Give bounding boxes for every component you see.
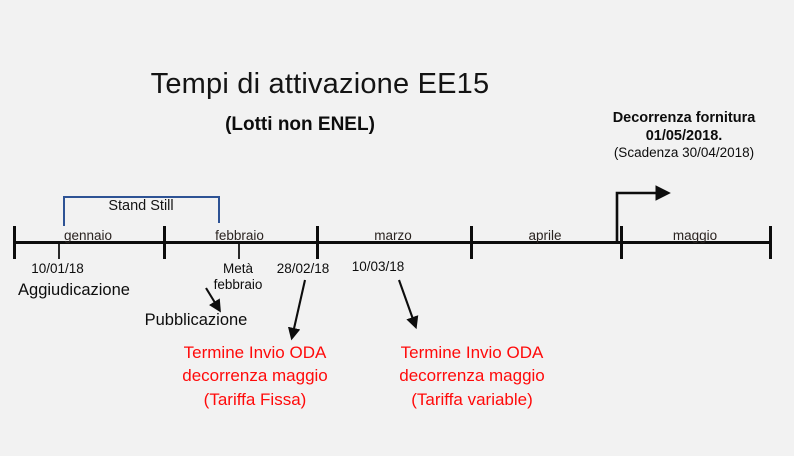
- axis-tick-major: [769, 226, 772, 259]
- milestone-caption-pubblicazione: Pubblicazione: [144, 311, 248, 329]
- milestone-date-10-03-18: 10/03/18: [351, 259, 405, 274]
- annotation-tariffa-variabile-line-2: decorrenza maggio: [399, 366, 545, 386]
- month-label-marzo: marzo: [374, 228, 412, 243]
- stand-still-bracket-top: [63, 196, 220, 198]
- axis-tick-major: [13, 226, 16, 259]
- stand-still-bracket-left-leg: [63, 196, 65, 226]
- milestone-caption-aggiudicazione: Aggiudicazione: [18, 281, 130, 299]
- page-subtitle: (Lotti non ENEL): [225, 114, 375, 135]
- annotation-tariffa-variabile: Termine Invio ODA decorrenza maggio (Tar…: [357, 341, 587, 411]
- axis-tick-major: [470, 226, 473, 259]
- axis-tick-minor: [58, 244, 60, 259]
- page-title: Tempi di attivazione EE15: [150, 68, 490, 100]
- axis-tick-major: [316, 226, 319, 259]
- month-label-febbraio: febbraio: [215, 228, 264, 243]
- milestone-date-meta-febbraio-line-2: febbraio: [213, 276, 263, 292]
- annotation-tariffa-variabile-line-3: (Tariffa variable): [411, 389, 533, 409]
- callout-line-3: (Scadenza 30/04/2018): [613, 145, 755, 161]
- milestone-date-28-02-18: 28/02/18: [276, 261, 330, 276]
- callout-line-1: Decorrenza fornitura: [612, 110, 756, 126]
- tariffa-fissa-arrow: [287, 279, 307, 341]
- annotation-tariffa-fissa: Termine Invio ODA decorrenza maggio (Tar…: [140, 341, 370, 411]
- month-label-maggio: maggio: [672, 228, 718, 243]
- tariffa-variabile-arrow: [398, 279, 419, 330]
- milestone-date-meta-febbraio-line-1: Metà: [222, 261, 253, 276]
- callout-line-2: 01/05/2018.: [645, 127, 723, 144]
- annotation-tariffa-variabile-line-1: Termine Invio ODA: [400, 343, 544, 362]
- decorrenza-callout: Decorrenza fornitura 01/05/2018. (Scaden…: [576, 110, 792, 162]
- timeline-axis: [13, 241, 771, 244]
- annotation-tariffa-fissa-line-3: (Tariffa Fissa): [203, 389, 307, 409]
- milestone-date-meta-febbraio: Metà febbraio: [198, 261, 278, 293]
- stand-still-label: Stand Still: [108, 198, 174, 214]
- milestone-date-10-01-18: 10/01/18: [31, 261, 84, 276]
- stand-still-bracket-right-leg: [218, 196, 220, 223]
- axis-tick-major: [163, 226, 166, 259]
- axis-tick-major: [620, 226, 623, 259]
- axis-tick-minor: [238, 244, 240, 259]
- month-label-aprile: aprile: [528, 228, 562, 243]
- annotation-tariffa-fissa-line-2: decorrenza maggio: [182, 366, 328, 386]
- month-label-gennaio: gennaio: [63, 228, 113, 243]
- annotation-tariffa-fissa-line-1: Termine Invio ODA: [183, 343, 327, 362]
